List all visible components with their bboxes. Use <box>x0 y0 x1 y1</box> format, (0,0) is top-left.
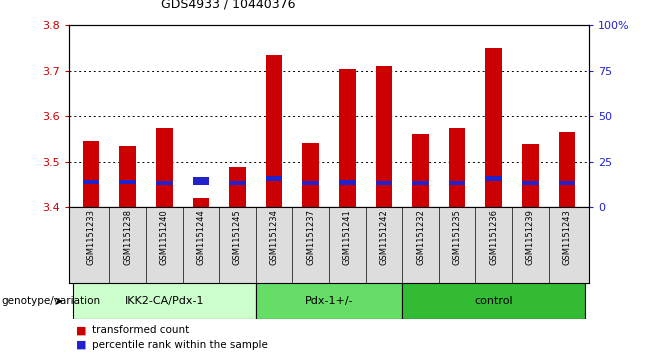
Bar <box>559 181 575 185</box>
Bar <box>449 181 465 185</box>
Bar <box>449 127 465 207</box>
Bar <box>119 180 136 184</box>
Bar <box>522 144 539 207</box>
Bar <box>339 69 355 207</box>
Text: IKK2-CA/Pdx-1: IKK2-CA/Pdx-1 <box>124 296 204 306</box>
Text: ■: ■ <box>76 325 86 335</box>
Bar <box>156 181 172 185</box>
Text: GSM1151234: GSM1151234 <box>270 209 278 265</box>
Text: GSM1151243: GSM1151243 <box>563 209 571 265</box>
Text: ■: ■ <box>76 340 86 350</box>
Bar <box>256 283 402 319</box>
Bar <box>559 132 575 207</box>
Bar <box>83 180 99 184</box>
Text: GSM1151240: GSM1151240 <box>160 209 168 265</box>
Bar <box>413 181 429 185</box>
Bar <box>339 180 355 185</box>
Bar <box>303 181 319 185</box>
Bar <box>303 143 319 207</box>
Text: GSM1151241: GSM1151241 <box>343 209 352 265</box>
Bar <box>486 176 502 180</box>
Text: GDS4933 / 10440376: GDS4933 / 10440376 <box>161 0 295 11</box>
Bar <box>376 66 392 207</box>
Bar <box>229 167 245 207</box>
Text: transformed count: transformed count <box>92 325 190 335</box>
Bar <box>266 176 282 180</box>
Bar <box>83 141 99 207</box>
Bar <box>73 283 256 319</box>
Text: GSM1151238: GSM1151238 <box>123 209 132 265</box>
Bar <box>193 198 209 207</box>
Bar <box>193 177 209 185</box>
Text: GSM1151233: GSM1151233 <box>87 209 95 265</box>
Bar <box>119 146 136 207</box>
Text: GSM1151236: GSM1151236 <box>490 209 498 265</box>
Text: GSM1151244: GSM1151244 <box>196 209 205 265</box>
Text: GSM1151242: GSM1151242 <box>380 209 388 265</box>
Text: control: control <box>474 296 513 306</box>
Text: percentile rank within the sample: percentile rank within the sample <box>92 340 268 350</box>
Bar <box>486 48 502 207</box>
Text: Pdx-1+/-: Pdx-1+/- <box>305 296 353 306</box>
Text: GSM1151232: GSM1151232 <box>416 209 425 265</box>
Bar <box>522 181 539 185</box>
Bar <box>413 134 429 207</box>
Text: GSM1151245: GSM1151245 <box>233 209 242 265</box>
Text: genotype/variation: genotype/variation <box>1 296 101 306</box>
Text: GSM1151239: GSM1151239 <box>526 209 535 265</box>
Bar <box>402 283 585 319</box>
Bar <box>376 181 392 185</box>
Text: GSM1151237: GSM1151237 <box>306 209 315 265</box>
Bar <box>266 55 282 207</box>
Bar <box>156 127 172 207</box>
Bar <box>229 181 245 185</box>
Text: GSM1151235: GSM1151235 <box>453 209 462 265</box>
